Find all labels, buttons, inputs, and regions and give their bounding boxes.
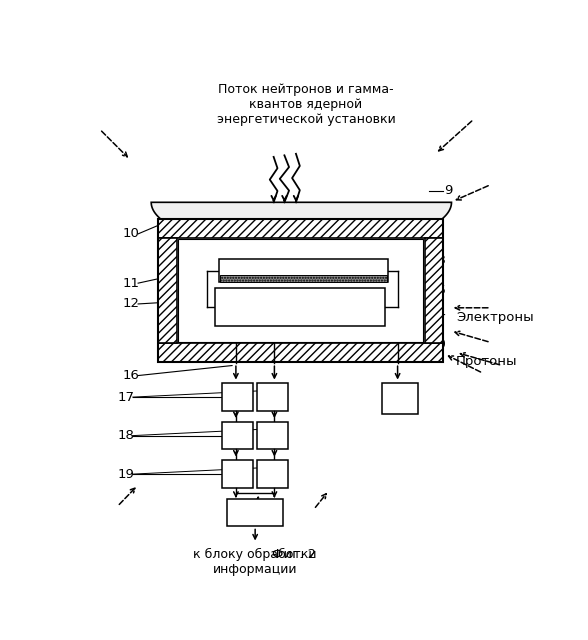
Bar: [258, 422, 288, 449]
Text: Протоны: Протоны: [456, 355, 517, 368]
Bar: [258, 460, 288, 488]
Bar: [158, 220, 443, 237]
Text: 11: 11: [123, 276, 140, 290]
Bar: [382, 383, 417, 414]
Bar: [158, 237, 176, 343]
Bar: [158, 343, 443, 362]
Bar: [178, 239, 423, 342]
Text: 20: 20: [429, 339, 446, 351]
Text: 10: 10: [123, 227, 139, 241]
Bar: [176, 237, 425, 343]
Bar: [258, 383, 288, 411]
Bar: [222, 460, 253, 488]
Text: 17: 17: [118, 390, 134, 404]
Bar: [158, 220, 443, 362]
Bar: [222, 422, 253, 449]
Text: Поток нейтронов и гамма-
квантов ядерной
энергетической установки: Поток нейтронов и гамма- квантов ядерной…: [216, 83, 395, 126]
Text: 13: 13: [429, 253, 446, 266]
Text: 12: 12: [123, 298, 140, 310]
Polygon shape: [151, 202, 452, 250]
Text: к блоку обработки
информации: к блоку обработки информации: [193, 548, 317, 576]
Bar: [222, 383, 253, 411]
Bar: [215, 288, 385, 326]
Text: Фиг. 2: Фиг. 2: [272, 548, 316, 561]
Bar: [425, 237, 443, 343]
Text: 16: 16: [123, 369, 139, 382]
Text: 15: 15: [429, 284, 446, 298]
Text: 14: 14: [429, 307, 446, 321]
Text: Электроны: Электроны: [456, 310, 534, 324]
Bar: [228, 499, 283, 527]
Text: 9: 9: [445, 184, 453, 197]
Text: 19: 19: [118, 468, 134, 481]
Bar: [220, 275, 387, 282]
Bar: [219, 259, 388, 282]
Text: 18: 18: [118, 429, 134, 442]
